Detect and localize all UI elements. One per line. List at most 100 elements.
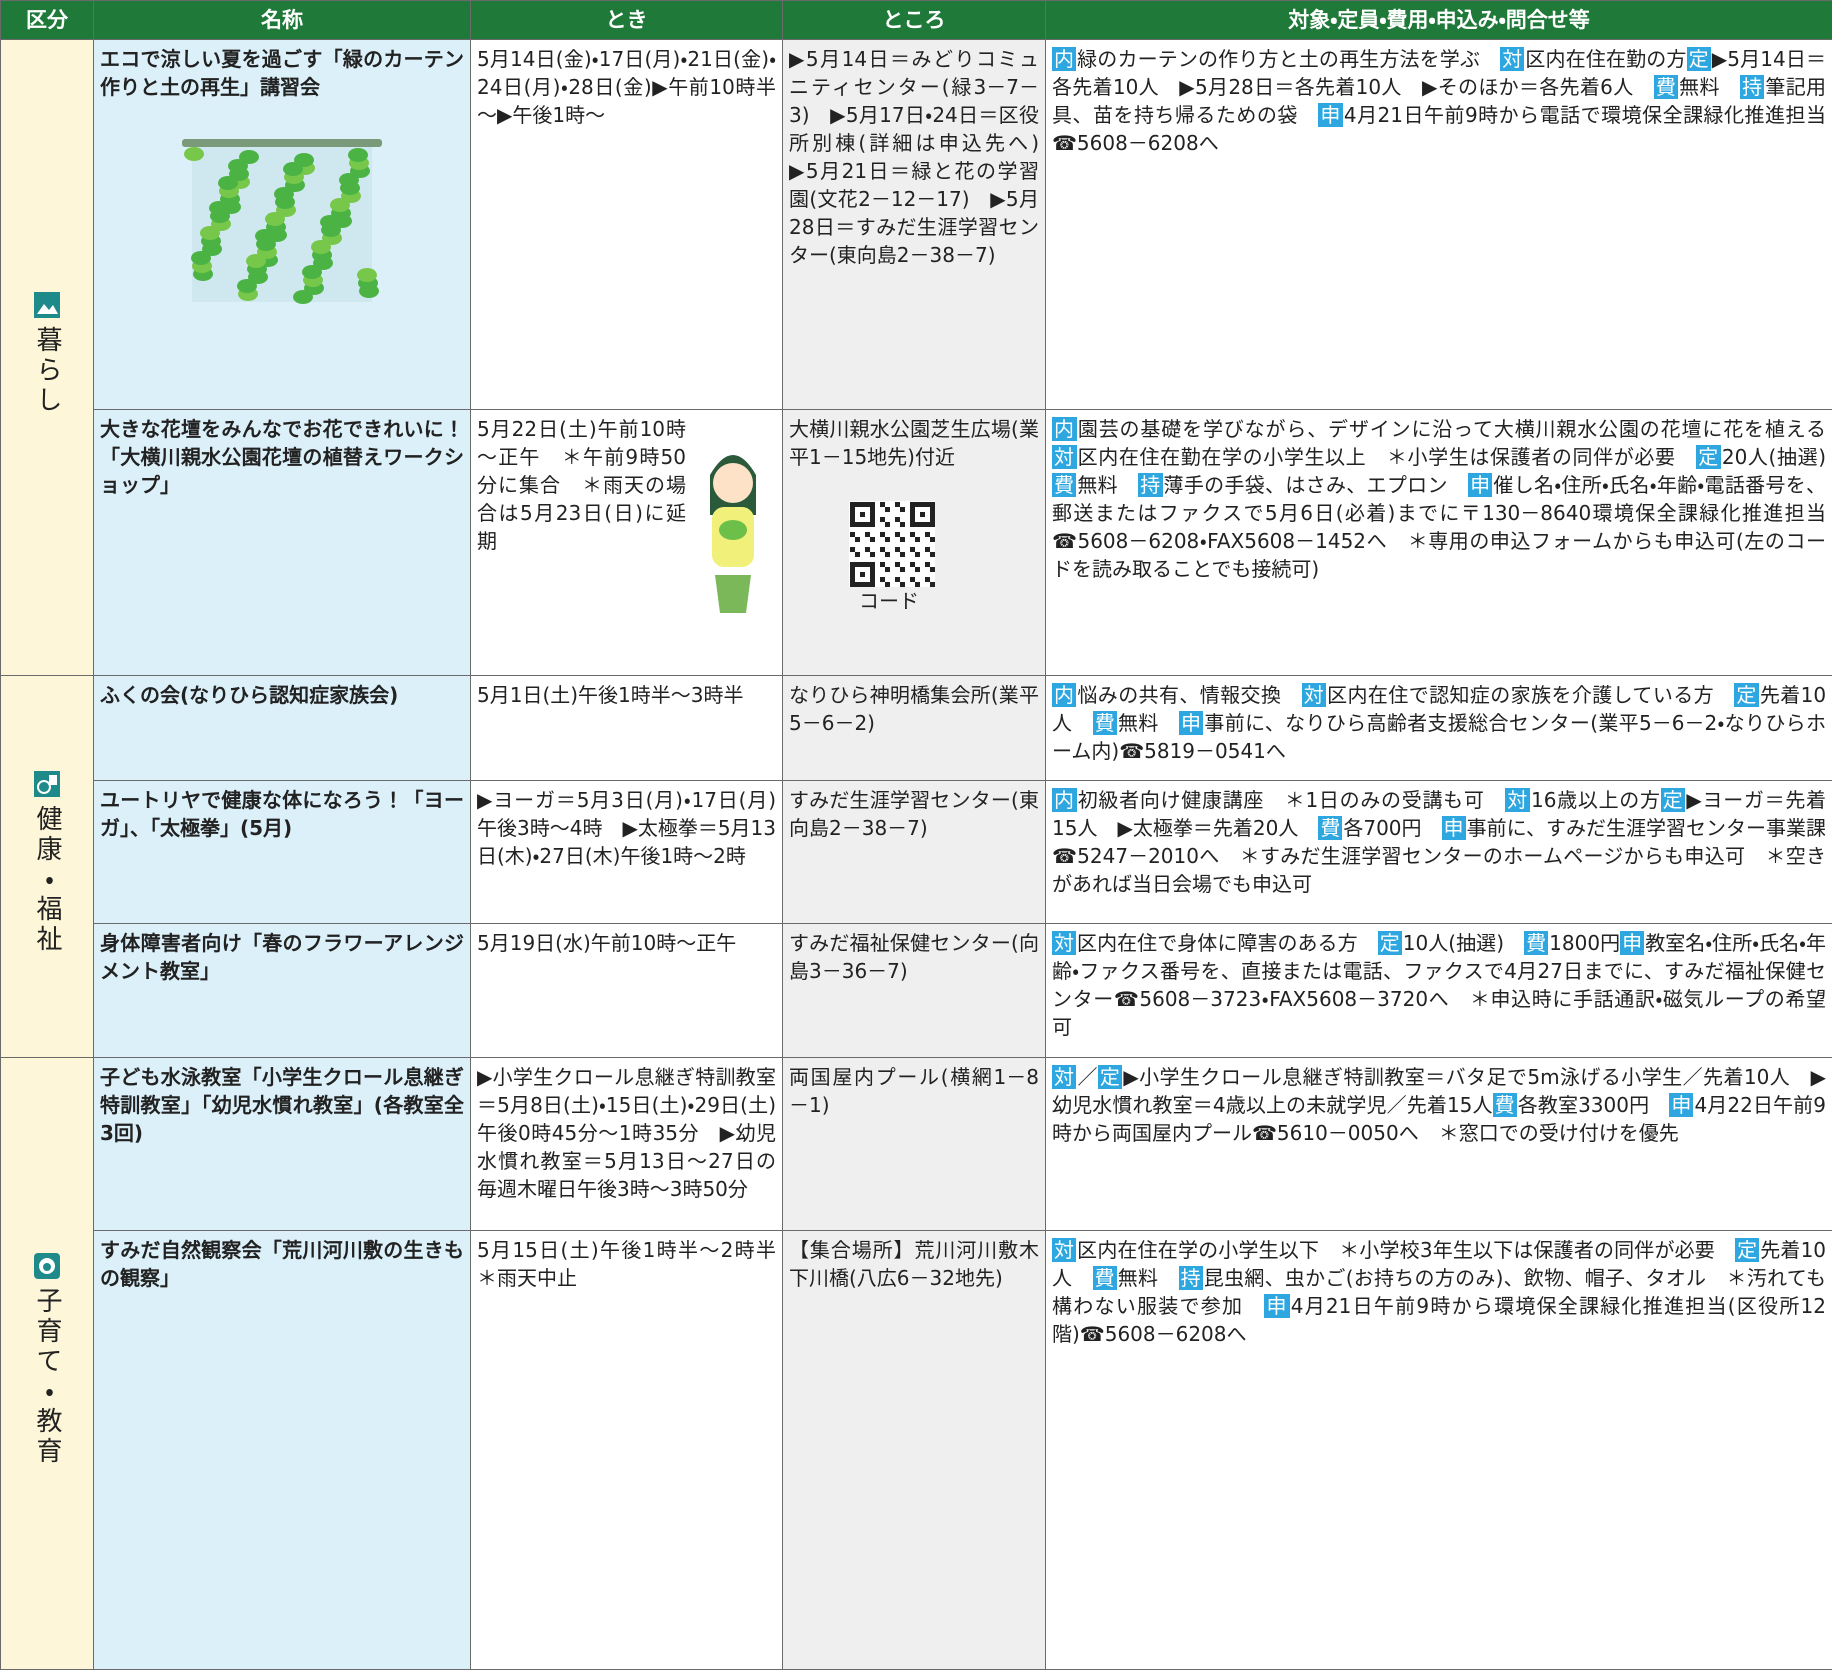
- table-row: 健康・福祉ふくの会(なりひら認知症家族会)5月1日(土)午後1時半～3時半なりひ…: [1, 676, 1832, 781]
- detail-tag: 申: [1264, 1294, 1289, 1318]
- qr-cell: [870, 537, 875, 542]
- qr-cell: [930, 512, 935, 517]
- qr-cell: [870, 522, 875, 527]
- qr-cell: [925, 502, 930, 507]
- detail-tag: 費: [1093, 1266, 1117, 1290]
- qr-cell: [915, 502, 920, 507]
- qr-cell: [910, 512, 915, 517]
- event-name: 身体障害者向け「春のフラワーアレンジメント教室」: [100, 929, 464, 985]
- detail-part: 内初級者向け健康講座 ＊1日のみの受講も可: [1052, 788, 1505, 812]
- detail-text: 悩みの共有、情報交換: [1077, 683, 1301, 707]
- qr-cell: [850, 507, 855, 512]
- when-cell: 5月22日(土)午前10時～正午 ＊午前9時50分に集合 ＊雨天の場合は5月23…: [471, 410, 783, 676]
- qr-cell: [930, 507, 935, 512]
- name-cell: 大きな花壇をみんなでお花できれいに！「大横川親水公園花壇の植替えワークショップ」: [94, 410, 471, 676]
- pot: [715, 575, 751, 613]
- icon: [34, 292, 60, 318]
- table-row: すみだ自然観察会「荒川河川敷の生きもの観察」5月15日(土)午後1時半～2時半 …: [1, 1231, 1832, 1670]
- qr-cell: [860, 522, 865, 527]
- details-cell: 内緑のカーテンの作り方と土の再生方法を学ぶ 対区内在住在勤の方定▶5月14日＝各…: [1046, 40, 1832, 410]
- event-when: 5月1日(土)午後1時半～3時半: [477, 683, 744, 707]
- qr-cell: [880, 502, 885, 507]
- leaf: [293, 290, 313, 304]
- event-name: 子ども水泳教室「小学生クロール息継ぎ特訓教室」「幼児水慣れ教室」(各教室全3回): [100, 1063, 464, 1147]
- qr-cell: [880, 547, 885, 552]
- leaf: [218, 176, 238, 190]
- event-name: ふくの会(なりひら認知症家族会): [100, 681, 464, 709]
- qr-cell: [865, 502, 870, 507]
- detail-tag: 申: [1318, 103, 1343, 127]
- column-header: 名称: [94, 1, 471, 40]
- leaf: [184, 147, 204, 161]
- qr-cell: [870, 552, 875, 557]
- when-cell: 5月1日(土)午後1時半～3時半: [471, 676, 783, 781]
- column-header: ところ: [783, 1, 1046, 40]
- leaf: [357, 268, 377, 282]
- detail-tag: 対: [1052, 445, 1077, 469]
- leaf: [265, 212, 285, 226]
- detail-tag: 申: [1179, 711, 1203, 735]
- column-header: 区分: [1, 1, 94, 40]
- qr-cell: [910, 562, 915, 567]
- leaf: [339, 173, 359, 187]
- detail-part: 対／: [1052, 1065, 1098, 1089]
- qr-cell: [925, 522, 930, 527]
- qr-cell: [850, 522, 855, 527]
- leaf: [228, 159, 248, 173]
- qr-cell: [895, 517, 900, 522]
- detail-tag: 申: [1468, 473, 1492, 497]
- detail-text: 区内在住で身体に障害のある方: [1077, 931, 1378, 955]
- category-label: 暮らし: [33, 326, 61, 416]
- event-when: 5月19日(水)午前10時～正午: [477, 931, 736, 955]
- leaf: [330, 198, 350, 212]
- detail-text: 無料: [1118, 1266, 1179, 1290]
- leaf: [320, 215, 340, 229]
- detail-tag: 持: [1179, 1266, 1203, 1290]
- leaf: [237, 279, 257, 293]
- qr-cell: [850, 512, 855, 517]
- leaf: [255, 229, 275, 243]
- qr-cell: [900, 552, 905, 557]
- qr-cell: [880, 517, 885, 522]
- qr-cell: [860, 502, 865, 507]
- icon-shape: [49, 775, 57, 785]
- detail-text: 各教室3300円: [1518, 1093, 1670, 1117]
- detail-tag: 定: [1734, 683, 1758, 707]
- qr-cell: [865, 547, 870, 552]
- qr-cell: [895, 532, 900, 537]
- event-where: なりひら神明橋集会所(業平5－6－2): [789, 681, 1039, 737]
- detail-text: 緑のカーテンの作り方と土の再生方法を学ぶ: [1077, 47, 1500, 71]
- qr-cell: [915, 522, 920, 527]
- qr-cell: [850, 567, 855, 572]
- name-cell: ふくの会(なりひら認知症家族会): [94, 676, 471, 781]
- qr-cell: [870, 512, 875, 517]
- event-where: すみだ福祉保健センター(向島3－36－7): [789, 929, 1039, 985]
- qr-cell: [880, 562, 885, 567]
- detail-part: 費無料: [1093, 1266, 1179, 1290]
- qr-cell: [860, 512, 865, 517]
- qr-cell: [865, 532, 870, 537]
- detail-text: 区内在住在勤の方: [1525, 47, 1686, 71]
- qr-cell: [915, 567, 920, 572]
- qr-cell: [885, 507, 890, 512]
- where-cell: すみだ生涯学習センター(東向島2－38－7): [783, 781, 1046, 924]
- rod: [182, 139, 382, 147]
- detail-part: 内悩みの共有、情報交換: [1052, 683, 1302, 707]
- qr-cell: [930, 537, 935, 542]
- qr-cell: [870, 507, 875, 512]
- detail-tag: 費: [1524, 931, 1548, 955]
- icon-bg: [34, 292, 60, 318]
- icon: [34, 1253, 60, 1279]
- detail-tag: 費: [1093, 711, 1117, 735]
- event-when: ▶ヨーガ＝5月3日(月)・17日(月)午後3時～4時 ▶太極拳＝5月13日(木)…: [477, 788, 776, 868]
- detail-tag: 対: [1505, 788, 1530, 812]
- leaf: [200, 226, 220, 240]
- detail-tag: 内: [1052, 683, 1076, 707]
- qr-cell: [900, 567, 905, 572]
- detail-part: 対区内在住在勤の方: [1500, 47, 1686, 71]
- event-when: 5月14日(金)・17日(月)・21日(金)・24日(月)・28日(金)▶午前1…: [477, 47, 776, 127]
